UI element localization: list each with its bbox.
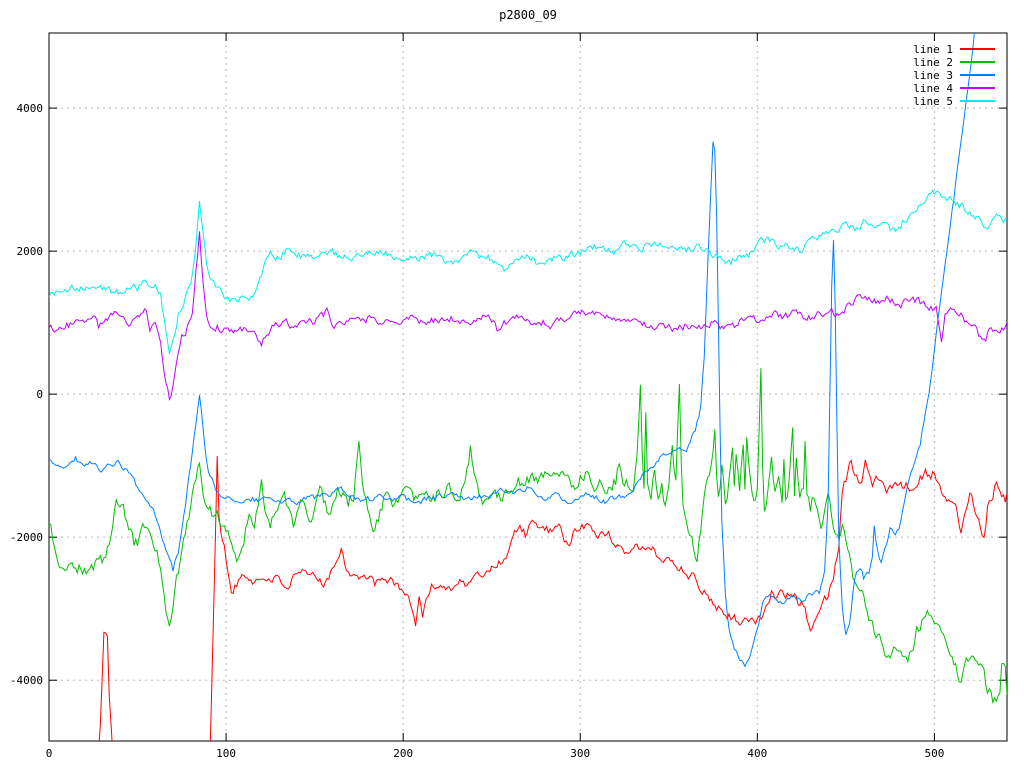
- y-tick-label: 0: [36, 388, 43, 401]
- series-group: [49, 33, 1007, 741]
- x-tick-label: 400: [747, 747, 767, 760]
- chart-title: p2800_09: [499, 8, 557, 22]
- series-line-1: [98, 455, 1007, 741]
- plot-border: [48, 32, 1008, 742]
- legend-label-line-1: line 1: [913, 43, 953, 56]
- y-tick-label: 4000: [17, 102, 44, 115]
- y-tick-label: 2000: [17, 245, 44, 258]
- legend-label-line-4: line 4: [913, 82, 953, 95]
- series-line-5: [49, 189, 1007, 354]
- series-line-4: [49, 231, 1007, 401]
- x-tick-label: 500: [924, 747, 944, 760]
- legend-label-line-2: line 2: [913, 56, 953, 69]
- x-tick-label: 300: [570, 747, 590, 760]
- series-line-3: [49, 33, 975, 668]
- series-line-2: [49, 368, 1007, 705]
- legend-label-line-3: line 3: [913, 69, 953, 82]
- x-tick-label: 200: [393, 747, 413, 760]
- y-tick-label: -2000: [10, 531, 43, 544]
- y-tick-label: -4000: [10, 674, 43, 687]
- x-tick-label: 0: [46, 747, 53, 760]
- x-tick-label: 100: [216, 747, 236, 760]
- legend-label-line-5: line 5: [913, 95, 953, 108]
